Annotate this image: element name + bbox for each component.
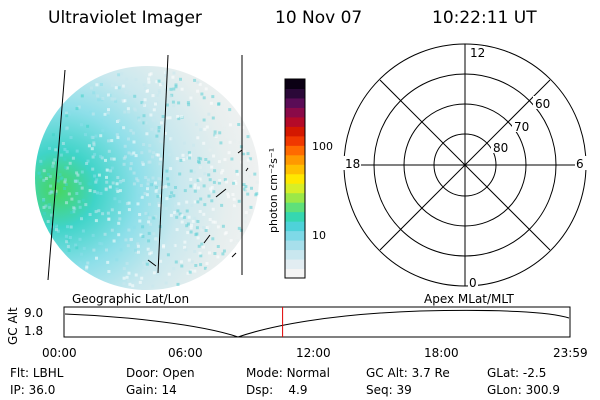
orbit-xtick-1200: 12:00: [296, 346, 331, 360]
info-seq: Seq: 39: [366, 383, 412, 397]
colorbar-cell: [285, 135, 305, 146]
altitude-curve: [64, 309, 570, 338]
colorbar-cell: [285, 145, 305, 156]
mlt-label-0: 0: [469, 276, 477, 290]
colorbar-cell: [285, 230, 305, 241]
info-mode: Mode: Normal: [246, 366, 330, 380]
colorbar-cell: [285, 259, 305, 270]
info-glon: GLon: 300.9: [487, 383, 560, 397]
colorbar-cell: [285, 154, 305, 165]
colorbar-tick-100: 100: [312, 140, 333, 153]
mlt-label-18: 18: [345, 157, 360, 171]
colorbar-cell: [285, 192, 305, 203]
colorbar-cell: [285, 116, 305, 127]
colorbar-cell: [285, 249, 305, 260]
colorbar-cell: [285, 240, 305, 251]
colorbar-cell: [285, 173, 305, 184]
colorbar-panel: photon cm⁻²s⁻¹: [267, 78, 306, 279]
orbit-right-label: Apex MLat/MLT: [424, 292, 514, 306]
colorbar-cell: [285, 211, 305, 222]
colorbar-cell: [285, 268, 305, 279]
colorbar-cell: [285, 164, 305, 175]
orbit-plot: [63, 306, 571, 338]
info-dsp: Dsp: 4.9: [246, 383, 308, 397]
lat-label-70: 70: [514, 120, 529, 134]
orbit-ytick-1-8: 1.8: [24, 324, 44, 338]
lat-label-60: 60: [535, 97, 550, 111]
mlt-label-12: 12: [470, 46, 485, 60]
info-ip: IP: 36.0: [10, 383, 56, 397]
info-door: Door: Open: [126, 366, 195, 380]
colorbar-cell: [285, 97, 305, 108]
orbit-xtick-1800: 18:00: [424, 346, 459, 360]
orbit-xtick-0600: 06:00: [168, 346, 203, 360]
colorbar-cell: [285, 126, 305, 137]
date-label: 10 Nov 07: [275, 8, 363, 28]
colorbar: [285, 79, 305, 279]
colorbar-tick-10: 10: [312, 229, 326, 242]
colorbar-cell: [285, 79, 305, 89]
meridian-line-1: [47, 69, 66, 281]
colorbar-cell: [285, 202, 305, 213]
info-gc-alt: GC Alt: 3.7 Re: [366, 366, 450, 380]
polar-diagonal-2: [379, 79, 551, 251]
colorbar-cell: [285, 221, 305, 232]
polar-grid-panel: 12 18 6 0 60 70 80: [343, 43, 587, 290]
orbit-ylabel: GC Alt: [6, 307, 20, 345]
orbit-xtick-2359: 23:59: [553, 346, 588, 360]
time-label: 10:22:11 UT: [432, 8, 537, 28]
colorbar-cell: [285, 183, 305, 194]
noise-speckle: [37, 71, 259, 288]
orbit-left-label: Geographic Lat/Lon: [72, 292, 190, 306]
coastline-fragments: [147, 149, 249, 267]
uv-image-panel: [35, 54, 259, 290]
info-gain: Gain: 14: [126, 383, 177, 397]
info-glat: GLat: -2.5: [487, 366, 547, 380]
colorbar-unit-label: photon cm⁻²s⁻¹: [267, 148, 280, 233]
mlt-label-6: 6: [576, 157, 584, 171]
lat-label-80: 80: [493, 141, 508, 155]
meridian-line-2: [157, 54, 169, 274]
instrument-title: Ultraviolet Imager: [48, 8, 202, 28]
colorbar-cell: [285, 107, 305, 118]
colorbar-cell: [285, 88, 305, 99]
orbit-ytick-9: 9.0: [24, 306, 44, 320]
orbit-xtick-0000: 00:00: [42, 346, 77, 360]
info-flt: Flt: LBHL: [10, 366, 64, 380]
